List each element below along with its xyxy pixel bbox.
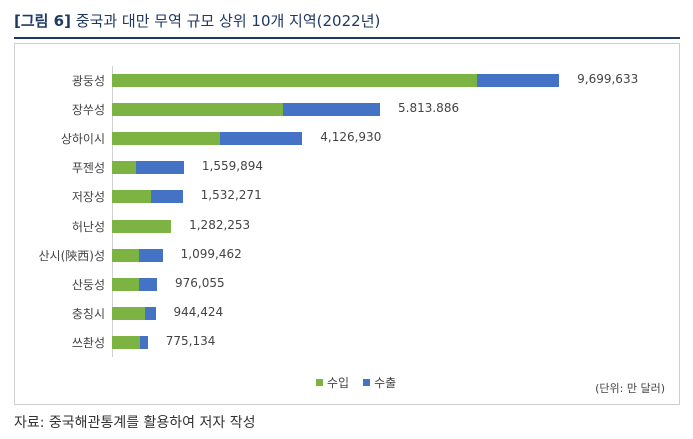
chart-area: 수입 수출 (단위: 만 달러) 광둥성 9,699,633 장쑤성 5.813.88… bbox=[14, 43, 680, 405]
bar-export bbox=[477, 74, 560, 87]
category-axis-line bbox=[112, 66, 113, 357]
bar-export bbox=[145, 306, 156, 320]
category-label: 광둥성 bbox=[71, 74, 105, 88]
unit-label: (단위: 만 달러) bbox=[595, 382, 665, 395]
bar-export bbox=[135, 161, 184, 175]
category-label: 산시(陝西)성 bbox=[38, 248, 105, 263]
bar-export bbox=[139, 248, 163, 262]
value-label: 5.813.886 bbox=[398, 101, 460, 116]
bar-import bbox=[112, 132, 220, 146]
category-label: 푸젠성 bbox=[71, 161, 105, 176]
category-label: 장쑤성 bbox=[71, 103, 105, 118]
figure-title-text: 중국과 대만 무역 규모 상위 10개 지역(2022년) bbox=[75, 12, 381, 30]
bar-import bbox=[112, 248, 140, 262]
value-label: 1,532,271 bbox=[200, 188, 262, 203]
category-label: 허난성 bbox=[71, 219, 105, 234]
bar-import bbox=[112, 277, 140, 291]
value-label: 976,055 bbox=[174, 275, 225, 290]
category-label: 충칭시 bbox=[71, 306, 105, 321]
title-underline bbox=[14, 37, 680, 39]
value-label: 775,134 bbox=[165, 333, 216, 348]
value-label: 1,282,253 bbox=[189, 217, 251, 232]
legend-swatch-import bbox=[316, 379, 323, 386]
figure-number: [그림 6] bbox=[14, 12, 71, 30]
bar-import bbox=[112, 335, 140, 349]
value-label: 1,559,894 bbox=[201, 159, 263, 174]
value-label: 944,424 bbox=[173, 304, 224, 319]
bar-import bbox=[112, 219, 172, 233]
legend-label-import: 수입 bbox=[327, 376, 350, 390]
legend-label-export: 수출 bbox=[374, 376, 397, 390]
category-label: 상하이시 bbox=[60, 132, 105, 147]
bar-export bbox=[139, 335, 148, 349]
figure-title: [그림 6] 중국과 대만 무역 규모 상위 10개 지역(2022년) bbox=[14, 10, 380, 31]
bar-export bbox=[151, 190, 183, 204]
bar-import bbox=[112, 161, 136, 175]
category-label: 저장성 bbox=[71, 190, 105, 205]
bar-import bbox=[112, 103, 283, 117]
bar-import bbox=[112, 306, 146, 320]
bar-export bbox=[282, 103, 380, 117]
bar-import bbox=[112, 74, 478, 87]
legend-swatch-export bbox=[363, 379, 371, 386]
value-label: 1,099,462 bbox=[180, 246, 242, 261]
bar-import bbox=[112, 190, 152, 204]
bar-export bbox=[139, 277, 157, 291]
value-label: 9,699,633 bbox=[577, 72, 639, 86]
legend: 수입 수출 bbox=[316, 374, 396, 391]
category-label: 산둥성 bbox=[71, 277, 105, 292]
bar-export bbox=[219, 132, 303, 146]
source-note: 자료: 중국해관통계를 활용하여 저자 작성 bbox=[14, 415, 256, 431]
value-label: 4,126,930 bbox=[320, 130, 382, 145]
category-label: 쓰촨성 bbox=[71, 335, 105, 350]
